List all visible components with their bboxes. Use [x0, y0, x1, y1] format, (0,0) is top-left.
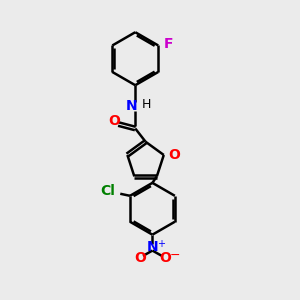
Text: N: N: [126, 99, 138, 113]
Text: O: O: [134, 251, 146, 265]
Text: F: F: [164, 37, 174, 51]
Text: Cl: Cl: [100, 184, 115, 198]
Text: +: +: [158, 239, 165, 249]
Text: N: N: [147, 240, 158, 254]
Text: O: O: [109, 114, 121, 128]
Text: H: H: [142, 98, 151, 111]
Text: −: −: [170, 249, 181, 262]
Text: O: O: [159, 251, 171, 265]
Text: O: O: [168, 148, 180, 162]
